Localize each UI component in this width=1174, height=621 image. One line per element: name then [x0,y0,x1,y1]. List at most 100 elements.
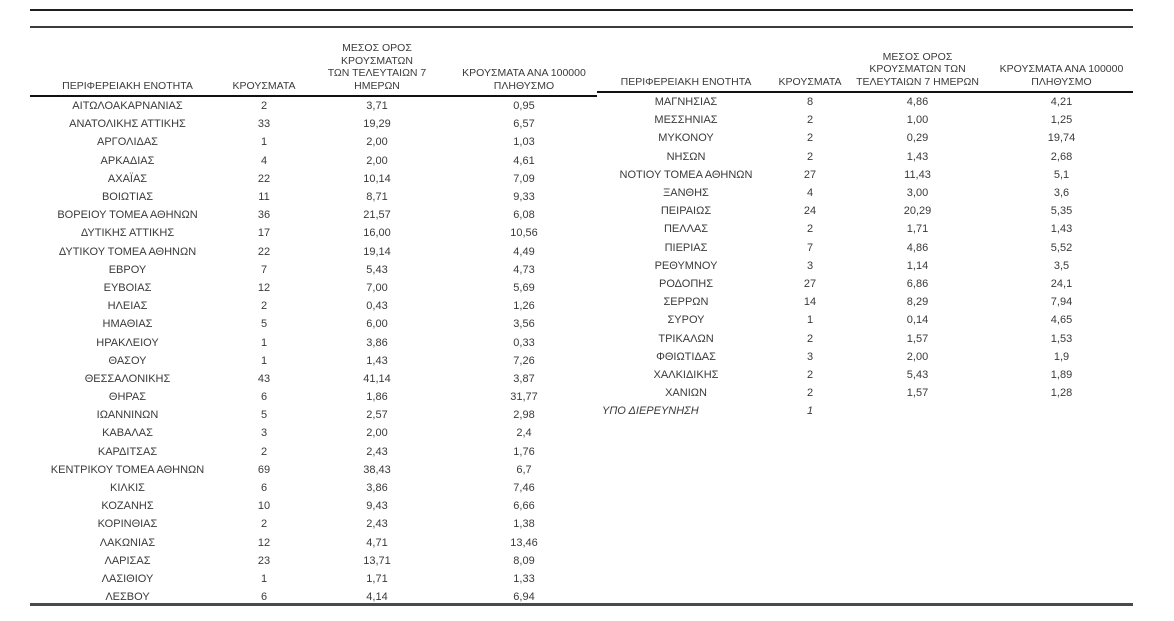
value-cell: 8 [806,96,814,109]
value-cell: 5,43 [906,368,929,381]
table-row: ΗΡΑΚΛΕΙΟΥ 1 3,86 0,33 [30,333,597,351]
value-cell: 24 [803,205,817,218]
region-name-cell: ΚΑΒΑΛΑΣ [102,427,153,440]
region-name-cell: ΣΥΡΟΥ [667,314,705,327]
column-header-regional-unit: ΠΕΡΙΦΕΡΕΙΑΚΗ ΕΝΟΤΗΤΑ [597,42,775,93]
value-cell: 9,43 [366,500,388,513]
top-divider-line-1 [30,9,1133,11]
value-cell: 16,00 [363,227,391,240]
value-cell: 2 [806,114,814,127]
table-row: ΡΟΔΟΠΗΣ 27 6,86 24,1 [597,275,1133,293]
value-cell: 3,71 [366,100,388,113]
value-cell: 4,73 [513,263,535,276]
value-cell: 2,00 [366,136,388,149]
value-cell: 3,87 [513,372,535,385]
table-row: ΝΟΤΙΟΥ ΤΟΜΕΑ ΑΘΗΝΩΝ 27 11,43 5,1 [597,166,1133,184]
value-cell: 2 [806,223,814,236]
region-name-cell: ΠΙΕΡΙΑΣ [664,241,708,254]
table-row: ΚΟΡΙΝΘΙΑΣ 2 2,43 1,38 [30,515,597,533]
value-cell: 1,9 [1053,350,1070,363]
value-cell: 13,46 [510,536,538,549]
value-cell: 7,46 [513,482,535,495]
value-cell: 36 [257,209,271,222]
value-cell: 8,09 [513,554,535,567]
value-cell: 1,33 [513,572,535,585]
value-cell [845,402,990,420]
region-name-cell: ΘΗΡΑΣ [108,391,147,404]
table-row: ΧΑΛΚΙΔΙΚΗΣ 2 5,43 1,89 [597,366,1133,384]
table-row: ΕΥΒΟΙΑΣ 12 7,00 5,69 [30,279,597,297]
region-name-cell: ΚΑΡΔΙΤΣΑΣ [97,445,158,458]
table-row: ΤΡΙΚΑΛΩΝ 2 1,57 1,53 [597,329,1133,347]
table-row: ΧΑΝΙΩΝ 2 1,57 1,28 [597,384,1133,402]
value-cell: 2 [806,368,814,381]
value-cell: 6 [260,482,268,495]
table-row: ΝΗΣΩΝ 2 1,43 2,68 [597,148,1133,166]
table-row: ΘΑΣΟΥ 1 1,43 7,26 [30,352,597,370]
value-cell: 2,43 [366,445,388,458]
column-header-7day-average: ΜΕΣΟΣ ΟΡΟΣ ΚΡΟΥΣΜΑΤΩΝ ΤΩΝ ΤΕΛΕΥΤΑΙΩΝ 7 Η… [303,42,451,97]
table-row: ΚΑΒΑΛΑΣ 3 2,00 2,4 [30,424,597,442]
value-cell: 2 [806,387,814,400]
value-cell: 17 [257,227,271,240]
value-cell: 12 [257,536,271,549]
region-name-cell: ΑΧΑΪΑΣ [107,172,148,185]
table-row: ΔΥΤΙΚΟΥ ΤΟΜΕΑ ΑΘΗΝΩΝ 22 19,14 4,49 [30,243,597,261]
value-cell: 4 [260,154,268,167]
value-cell: 4,71 [366,536,388,549]
region-name-cell: ΛΑΚΩΝΙΑΣ [99,536,156,549]
value-cell: 6,86 [906,277,929,290]
value-cell: 1,00 [906,114,929,127]
region-name-cell: ΜΑΓΝΗΣΙΑΣ [654,96,718,109]
cases-table-left: ΠΕΡΙΦΕΡΕΙΑΚΗ ΕΝΟΤΗΤΑ ΚΡΟΥΣΜΑΤΑ ΜΕΣΟΣ ΟΡΟ… [30,42,597,606]
value-cell: 6,57 [513,118,535,131]
table-row: ΚΕΝΤΡΙΚΟΥ ΤΟΜΕΑ ΑΘΗΝΩΝ 69 38,43 6,7 [30,461,597,479]
table-row: ΦΘΙΩΤΙΔΑΣ 3 2,00 1,9 [597,348,1133,366]
value-cell: 4,86 [906,241,929,254]
value-cell: 3 [806,259,814,272]
table-row: ΗΛΕΙΑΣ 2 0,43 1,26 [30,297,597,315]
region-name-cell: ΚΟΡΙΝΘΙΑΣ [97,518,158,531]
table-body-left: ΑΙΤΩΛΟΑΚΑΡΝΑΝΙΑΣ 2 3,71 0,95 ΑΝΑΤΟΛΙΚΗΣ ΑΤΤΙ… [30,96,597,606]
table-row: ΛΑΚΩΝΙΑΣ 12 4,71 13,46 [30,534,597,552]
value-cell: 10,14 [363,172,391,185]
region-name-cell: ΒΟΙΩΤΙΑΣ [101,191,154,204]
region-name-cell: ΔΥΤΙΚΗΣ ΑΤΤΙΚΗΣ [80,227,175,240]
value-cell: 1,43 [366,354,388,367]
value-cell: 12 [257,281,271,294]
value-cell: 7 [260,263,268,276]
value-cell: 1,43 [906,150,929,163]
table-row: ΚΑΡΔΙΤΣΑΣ 2 2,43 1,76 [30,443,597,461]
value-cell: 1,14 [906,259,929,272]
value-cell: 1,25 [1050,114,1073,127]
value-cell: 2 [260,445,268,458]
value-cell: 4 [806,187,814,200]
table-row: ΚΟΖΑΝΗΣ 10 9,43 6,66 [30,497,597,515]
value-cell: 6,00 [366,318,388,331]
value-cell: 6,7 [516,463,532,476]
value-cell: 43 [257,372,271,385]
region-name-cell: ΠΕΛΛΑΣ [663,223,709,236]
region-name-cell: ΚΙΛΚΙΣ [110,482,145,495]
value-cell: 3 [260,427,268,440]
region-name-cell: ΑΝΑΤΟΛΙΚΗΣ ΑΤΤΙΚΗΣ [69,118,186,131]
region-name-cell: ΜΕΣΣΗΝΙΑΣ [654,114,718,127]
value-cell: 1,57 [906,387,929,400]
table-row: ΒΟΙΩΤΙΑΣ 11 8,71 9,33 [30,188,597,206]
value-cell: 0,95 [513,100,535,113]
table-row: ΜΑΓΝΗΣΙΑΣ 8 4,86 4,21 [597,92,1133,111]
table-row: ΑΝΑΤΟΛΙΚΗΣ ΑΤΤΙΚΗΣ 33 19,29 6,57 [30,115,597,133]
value-cell: 21,57 [363,209,391,222]
value-cell: 1,03 [513,136,535,149]
region-name-cell: ΝΟΤΙΟΥ ΤΟΜΕΑ ΑΘΗΝΩΝ [619,168,753,181]
value-cell: 10,56 [510,227,538,240]
value-cell: 1 [806,405,814,418]
value-cell: 69 [257,463,271,476]
table-row: ΕΒΡΟΥ 7 5,43 4,73 [30,261,597,279]
region-name-cell: ΔΥΤΙΚΟΥ ΤΟΜΕΑ ΑΘΗΝΩΝ [58,245,197,258]
value-cell: 2 [806,150,814,163]
value-cell: 2 [806,332,814,345]
value-cell: 6 [260,391,268,404]
header-row: ΠΕΡΙΦΕΡΕΙΑΚΗ ΕΝΟΤΗΤΑ ΚΡΟΥΣΜΑΤΑ ΜΕΣΟΣ ΟΡΟ… [30,42,597,97]
value-cell: 1 [260,336,268,349]
